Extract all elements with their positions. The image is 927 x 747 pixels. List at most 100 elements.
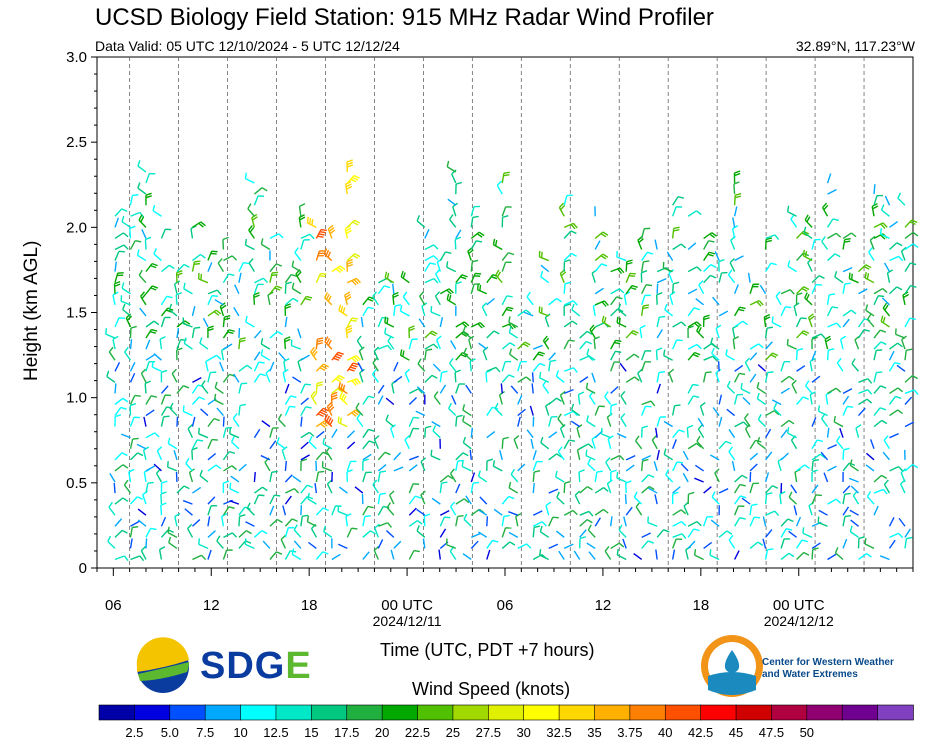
barb-staff xyxy=(711,496,720,505)
barb-staff xyxy=(207,354,218,361)
barb-staff xyxy=(904,350,907,361)
barb-staff xyxy=(849,464,859,472)
barb-feather xyxy=(801,539,809,543)
barb-feather xyxy=(648,474,655,478)
barb-feather xyxy=(274,287,281,291)
barb-staff xyxy=(852,495,860,505)
barb-feather xyxy=(389,490,395,496)
barb-staff xyxy=(796,464,806,472)
barb-staff xyxy=(501,438,504,449)
barb-staff xyxy=(586,353,596,361)
barb-feather xyxy=(739,517,746,520)
barb-feather xyxy=(319,231,326,234)
barb-feather xyxy=(308,436,313,443)
barb-feather xyxy=(508,348,513,355)
barb-staff xyxy=(606,416,612,427)
barb-staff xyxy=(685,549,689,560)
barb-staff xyxy=(663,354,673,361)
barb-feather xyxy=(525,309,532,315)
barb-feather xyxy=(596,470,603,473)
cw3e-logo-text: Center for Western Weather and Water Ext… xyxy=(762,657,894,680)
barb-feather xyxy=(276,263,283,267)
barb-staff xyxy=(284,495,292,505)
barb-staff xyxy=(703,342,713,350)
barb-staff xyxy=(696,440,705,450)
barb-staff xyxy=(372,373,379,383)
barb-staff xyxy=(315,551,324,560)
barb-staff xyxy=(563,195,568,206)
barb-staff xyxy=(207,372,211,383)
barb-staff xyxy=(112,294,116,305)
barb-feather xyxy=(331,394,338,398)
barb-staff xyxy=(749,352,758,361)
barb-feather xyxy=(711,491,716,498)
barb-staff xyxy=(576,449,581,460)
barb-staff xyxy=(790,218,798,228)
barb-staff xyxy=(625,506,633,516)
barb-feather xyxy=(616,472,619,479)
barb-feather xyxy=(556,297,562,303)
barb-feather xyxy=(316,342,323,345)
barb-staff xyxy=(727,274,736,284)
barb-feather xyxy=(642,304,650,307)
barb-feather xyxy=(834,271,838,278)
barb-staff xyxy=(733,206,738,217)
barb-staff xyxy=(594,472,598,483)
barb-staff xyxy=(663,453,674,461)
barb-staff xyxy=(515,516,519,527)
barb-staff xyxy=(207,496,216,505)
barb-staff xyxy=(455,383,460,394)
barb-staff xyxy=(610,288,620,295)
barb-staff xyxy=(591,272,596,283)
barb-staff xyxy=(253,471,256,483)
barb-feather xyxy=(319,367,326,372)
barb-staff xyxy=(802,255,813,262)
barb-staff xyxy=(269,505,275,516)
barb-staff xyxy=(672,339,678,350)
barb-staff xyxy=(207,250,213,261)
barb-feather xyxy=(327,224,334,230)
colorbar-swatch xyxy=(240,704,277,721)
barb-feather xyxy=(550,359,557,363)
barb-feather xyxy=(145,236,152,241)
barb-staff xyxy=(331,351,339,361)
barb-staff xyxy=(904,317,911,328)
barb-staff xyxy=(219,361,225,372)
barb-feather xyxy=(243,261,250,265)
barb-staff xyxy=(112,339,116,350)
barb-staff xyxy=(517,408,526,417)
barb-feather xyxy=(346,185,353,190)
barb-feather xyxy=(346,329,353,334)
barb-feather xyxy=(641,425,649,429)
barb-staff xyxy=(732,217,736,228)
barb-feather xyxy=(508,326,512,333)
barb-staff xyxy=(292,475,302,483)
barb-staff xyxy=(128,472,132,483)
barb-feather xyxy=(159,546,166,551)
y-tick-label: 1.0 xyxy=(66,390,87,407)
barb-staff xyxy=(160,529,169,538)
barb-feather xyxy=(291,548,295,555)
barb-staff xyxy=(346,253,356,262)
barb-staff xyxy=(749,463,758,472)
barb-feather xyxy=(310,346,315,353)
barb-feather xyxy=(727,269,733,276)
barb-staff xyxy=(331,386,341,394)
barb-staff xyxy=(298,217,302,228)
barb-staff xyxy=(418,318,426,328)
barb-staff xyxy=(139,307,147,317)
barb-feather xyxy=(446,289,452,295)
barb-feather xyxy=(552,516,559,519)
barb-feather xyxy=(224,315,231,318)
barb-feather xyxy=(610,469,617,473)
barb-staff xyxy=(904,231,914,239)
barb-staff xyxy=(130,211,141,217)
barb-staff xyxy=(794,471,798,483)
barb-staff xyxy=(579,519,588,527)
barb-staff xyxy=(805,385,813,394)
barb-staff xyxy=(559,428,565,438)
barb-feather xyxy=(296,271,302,277)
barb-staff xyxy=(563,339,570,350)
barb-staff xyxy=(591,372,596,383)
barb-feather xyxy=(387,344,392,351)
